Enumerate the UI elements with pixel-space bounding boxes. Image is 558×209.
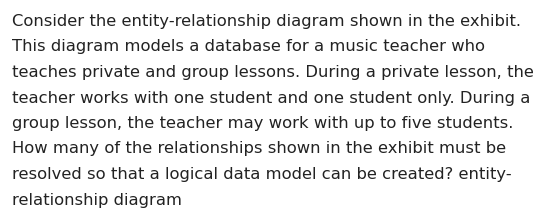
Text: This diagram models a database for a music teacher who: This diagram models a database for a mus…	[12, 40, 485, 55]
Text: teaches private and group lessons. During a private lesson, the: teaches private and group lessons. Durin…	[12, 65, 534, 80]
Text: resolved so that a logical data model can be created? entity-: resolved so that a logical data model ca…	[12, 167, 512, 182]
Text: How many of the relationships shown in the exhibit must be: How many of the relationships shown in t…	[12, 141, 506, 157]
Text: teacher works with one student and one student only. During a: teacher works with one student and one s…	[12, 90, 530, 106]
Text: group lesson, the teacher may work with up to five students.: group lesson, the teacher may work with …	[12, 116, 513, 131]
Text: Consider the entity-relationship diagram shown in the exhibit.: Consider the entity-relationship diagram…	[12, 14, 521, 29]
Text: relationship diagram: relationship diagram	[12, 192, 182, 208]
